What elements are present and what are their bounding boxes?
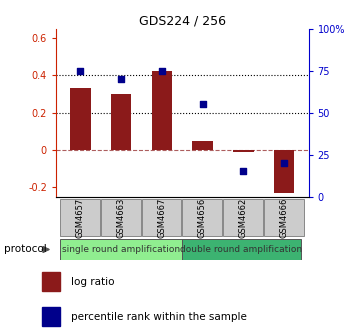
Text: GSM4667: GSM4667 [157, 197, 166, 238]
FancyBboxPatch shape [223, 199, 263, 236]
Point [159, 68, 165, 73]
FancyBboxPatch shape [60, 240, 182, 259]
Bar [43, 272, 60, 291]
Text: double round amplification: double round amplification [180, 245, 303, 254]
FancyBboxPatch shape [182, 199, 222, 236]
Text: GSM4663: GSM4663 [116, 197, 125, 238]
Bar [43, 307, 60, 326]
Text: GSM4662: GSM4662 [239, 198, 248, 238]
Text: protocol: protocol [4, 245, 46, 254]
Bar [233, 150, 254, 152]
Text: percentile rank within the sample: percentile rank within the sample [71, 311, 247, 322]
Bar [192, 140, 213, 150]
Bar [70, 88, 91, 150]
Point [118, 76, 124, 82]
Point [78, 68, 83, 73]
Point [200, 101, 205, 107]
Point [240, 169, 246, 174]
FancyBboxPatch shape [101, 199, 141, 236]
Bar [274, 150, 294, 193]
Text: GSM4656: GSM4656 [198, 198, 207, 238]
FancyBboxPatch shape [60, 199, 100, 236]
Bar [152, 72, 172, 150]
Text: log ratio: log ratio [71, 277, 114, 287]
FancyBboxPatch shape [264, 199, 304, 236]
FancyBboxPatch shape [142, 199, 182, 236]
Bar [111, 94, 131, 150]
Text: GSM4666: GSM4666 [279, 197, 288, 238]
FancyBboxPatch shape [182, 240, 300, 259]
Text: GSM4657: GSM4657 [75, 198, 84, 238]
Text: single round amplification: single round amplification [62, 245, 180, 254]
Point [281, 160, 287, 166]
Title: GDS224 / 256: GDS224 / 256 [139, 14, 226, 28]
